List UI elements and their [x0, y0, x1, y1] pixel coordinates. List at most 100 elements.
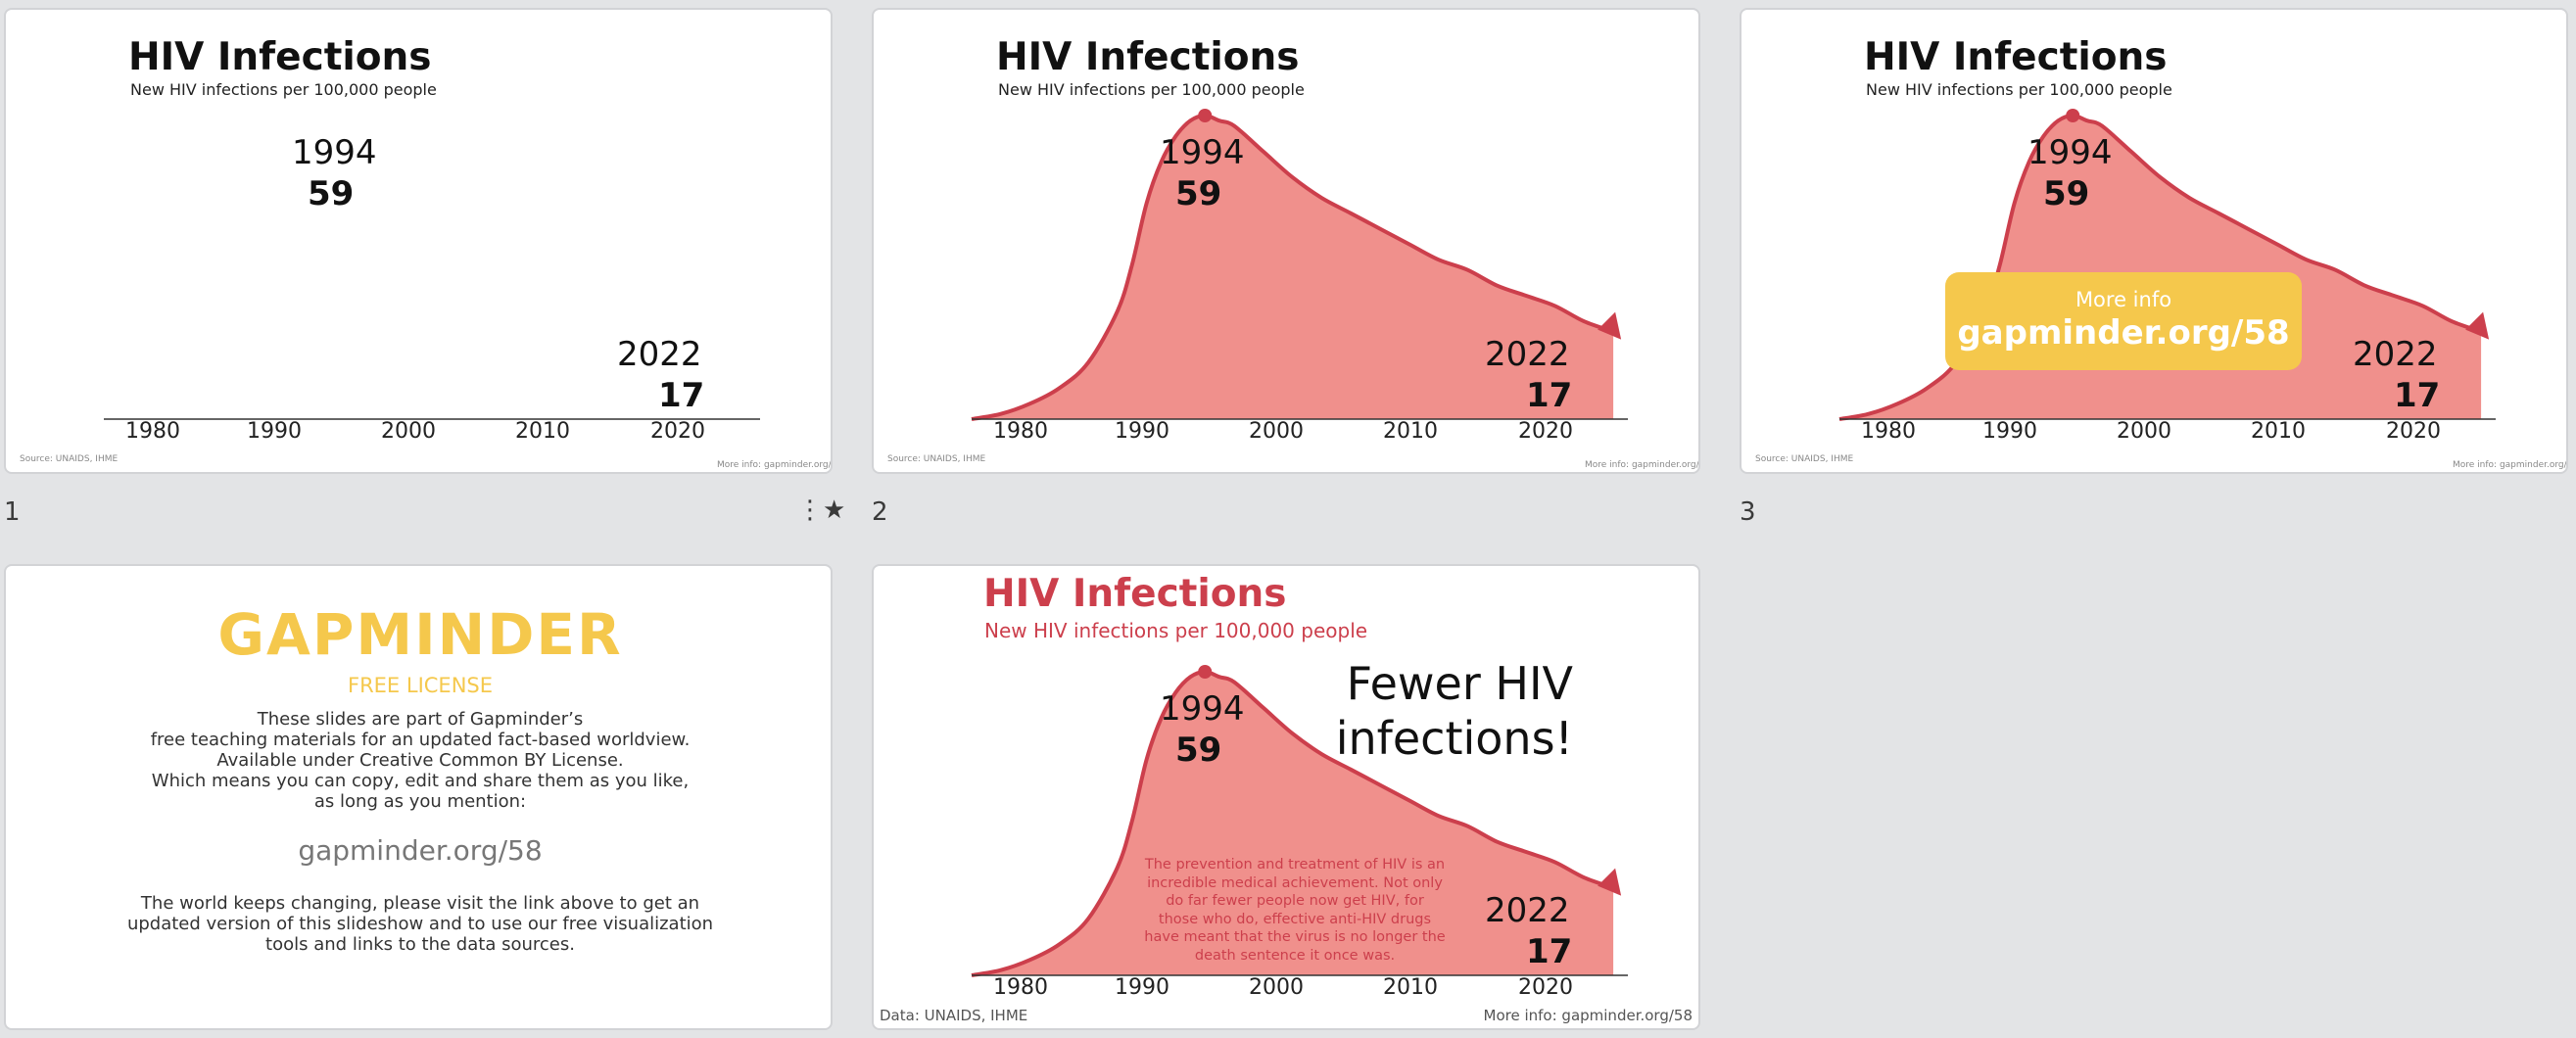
end-arrow: [2465, 311, 2490, 340]
star-icon[interactable]: ⋮★: [797, 495, 846, 525]
slide-thumbnail-2[interactable]: HIV Infections New HIV infections per 10…: [872, 8, 1700, 474]
more-info-text: More info: gapminder.org/58: [2453, 460, 2568, 470]
end-year-label: 2022: [2353, 335, 2438, 374]
more-info-text: More info: gapminder.org/58: [1483, 1007, 1693, 1024]
headline-line: infections!: [1335, 712, 1573, 765]
peak-year-label: 1994: [2027, 133, 2113, 172]
peak-year-label: 1994: [1160, 133, 1245, 172]
note-line: death sentence it once was.: [1194, 947, 1396, 964]
license-line: Available under Creative Common BY Licen…: [216, 750, 624, 771]
tick-label: 2000: [1249, 975, 1304, 1000]
license-heading: FREE LICENSE: [347, 674, 493, 697]
tick-label: 1980: [125, 419, 180, 444]
source-text: Source: UNAIDS, IHME: [887, 454, 986, 464]
source-text: Source: UNAIDS, IHME: [1755, 454, 1854, 464]
chart-canvas: [971, 109, 1628, 421]
slide-thumbnail-3[interactable]: HIV Infections New HIV infections per 10…: [1740, 8, 2568, 474]
peak-marker: [2066, 109, 2080, 122]
license-footer-line: The world keeps changing, please visit t…: [140, 893, 700, 914]
slide-title: HIV Infections: [983, 572, 1287, 616]
note-line: those who do, effective anti-HIV drugs: [1158, 911, 1432, 927]
peak-value-label: 59: [308, 174, 355, 213]
more-info-label: More info: [2075, 288, 2172, 311]
more-info-link[interactable]: gapminder.org/58: [1957, 313, 2290, 353]
tick-label: 2020: [650, 419, 705, 444]
tick-label: 2000: [381, 419, 436, 444]
slide-subtitle: New HIV infections per 100,000 people: [1866, 80, 2172, 99]
peak-marker: [1198, 665, 1213, 679]
note-line: do far fewer people now get HIV, for: [1166, 893, 1424, 909]
note-line: incredible medical achievement. Not only: [1147, 874, 1443, 891]
slide-subtitle: New HIV infections per 100,000 people: [130, 80, 437, 99]
end-year-label: 2022: [617, 335, 702, 374]
slide-title: HIV Infections: [996, 35, 1300, 79]
end-arrow: [1598, 311, 1622, 340]
area-series: [972, 672, 1614, 975]
slide-thumbnail-5[interactable]: HIV Infections New HIV infections per 10…: [872, 564, 1700, 1030]
slide-thumbnail-license[interactable]: GAPMINDER FREE LICENSE These slides are …: [4, 564, 833, 1030]
line-series: [971, 669, 1614, 977]
end-value-label: 17: [1526, 376, 1573, 415]
tick-label: 1990: [1115, 975, 1169, 1000]
line-series: [971, 113, 1614, 421]
note-line: have meant that the virus is no longer t…: [1144, 929, 1446, 945]
license-line: These slides are part of Gapminder’s: [257, 709, 584, 730]
peak-year-label: 1994: [292, 133, 377, 172]
end-value-label: 17: [658, 376, 705, 415]
license-footer: The world keeps changing, please visit t…: [6, 893, 831, 955]
end-year-label: 2022: [1485, 335, 1570, 374]
tick-label: 2020: [1518, 419, 1573, 444]
license-footer-line: tools and links to the data sources.: [265, 934, 575, 955]
explanation-note: The prevention and treatment of HIV is a…: [1130, 856, 1459, 965]
tick-label: 1980: [1861, 419, 1916, 444]
slide-number: 2: [872, 497, 888, 527]
tick-label: 1990: [1115, 419, 1169, 444]
chart-canvas: [104, 418, 760, 420]
peak-value-label: 59: [2043, 174, 2090, 213]
more-info-text: More info: gapminder.org/58: [1585, 460, 1700, 470]
license-footer-line: updated version of this slideshow and to…: [126, 914, 714, 934]
peak-year-label: 1994: [1160, 689, 1245, 729]
chart-canvas: [971, 665, 1628, 977]
slide-title: HIV Infections: [128, 35, 432, 79]
area-series: [972, 116, 1614, 419]
peak-value-label: 59: [1175, 174, 1222, 213]
license-line: free teaching materials for an updated f…: [150, 730, 691, 750]
license-line: as long as you mention:: [313, 791, 527, 812]
tick-label: 2000: [1249, 419, 1304, 444]
slide-subtitle: New HIV infections per 100,000 people: [984, 619, 1368, 642]
end-arrow: [1598, 868, 1622, 896]
tick-label: 2020: [1518, 975, 1573, 1000]
tick-label: 2000: [2117, 419, 2171, 444]
end-value-label: 17: [1526, 932, 1573, 971]
license-text: These slides are part of Gapminder’s fre…: [6, 709, 831, 812]
license-line: Which means you can copy, edit and share…: [151, 771, 690, 791]
note-line: The prevention and treatment of HIV is a…: [1144, 857, 1446, 873]
peak-value-label: 59: [1175, 731, 1222, 770]
tick-label: 2010: [515, 419, 570, 444]
tick-label: 2010: [1383, 419, 1438, 444]
tick-label: 1980: [993, 975, 1048, 1000]
tick-label: 2010: [1383, 975, 1438, 1000]
slide-thumbnail-1[interactable]: HIV Infections New HIV infections per 10…: [4, 8, 833, 474]
peak-marker: [1198, 109, 1213, 122]
headline: Fewer HIV infections!: [1336, 656, 1573, 766]
slide-subtitle: New HIV infections per 100,000 people: [998, 80, 1305, 99]
end-year-label: 2022: [1485, 891, 1570, 930]
more-info-text: More info: gapminder.org/58: [717, 460, 833, 470]
headline-line: Fewer HIV: [1346, 657, 1573, 710]
slide-number: 1: [4, 497, 21, 527]
tick-label: 1990: [1982, 419, 2037, 444]
source-text: Source: UNAIDS, IHME: [20, 454, 119, 464]
slide-number: 3: [1740, 497, 1756, 527]
gapminder-logo: GAPMINDER: [217, 601, 623, 668]
license-link[interactable]: gapminder.org/58: [298, 834, 543, 867]
tick-label: 1990: [247, 419, 302, 444]
tick-label: 2010: [2251, 419, 2306, 444]
tick-label: 1980: [993, 419, 1048, 444]
end-value-label: 17: [2394, 376, 2441, 415]
slide-title: HIV Infections: [1864, 35, 2168, 79]
tick-label: 2020: [2386, 419, 2441, 444]
more-info-box[interactable]: More info gapminder.org/58: [1945, 272, 2302, 370]
data-source-text: Data: UNAIDS, IHME: [880, 1007, 1028, 1024]
